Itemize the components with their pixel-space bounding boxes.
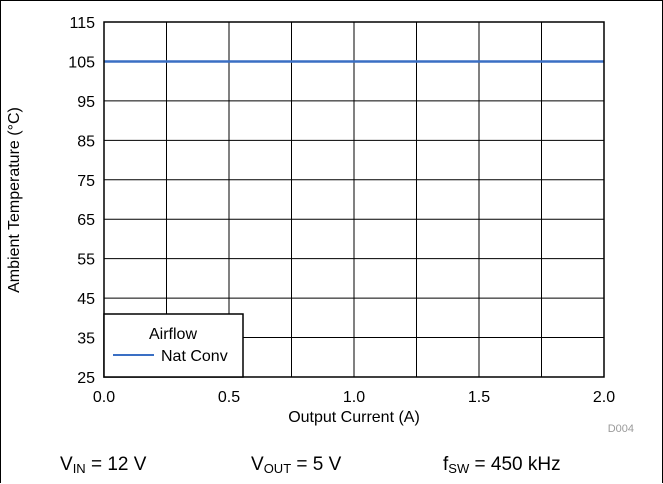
legend-box: [103, 313, 244, 378]
vout-subscript: OUT: [263, 461, 292, 476]
plot-border: [103, 21, 605, 378]
legend-title: Airflow: [149, 326, 197, 343]
x-tick-label: 1.0: [343, 389, 365, 406]
vout-symbol: V: [251, 454, 264, 475]
y-tick-label: 75: [77, 173, 95, 190]
y-tick-label: 45: [77, 291, 95, 308]
y-tick-labels: 25 35 45 55 65 75 85 95 105 115: [68, 15, 95, 387]
y-tick-label: 95: [77, 94, 95, 111]
figure-id: D004: [608, 423, 634, 435]
x-tick-label: 0.0: [93, 389, 115, 406]
y-tick-label: 25: [77, 370, 95, 387]
y-tick-label: 115: [69, 15, 95, 32]
legend-label-nat-conv: Nat Conv: [161, 348, 228, 365]
condition-vin: VIN = 12 V: [60, 454, 146, 476]
vout-value: = 5 V: [291, 454, 342, 475]
y-tick-label: 35: [77, 331, 95, 348]
fsw-subscript: SW: [448, 461, 470, 476]
x-tick-label: 1.5: [468, 389, 490, 406]
y-tick-label: 55: [77, 252, 95, 269]
vin-subscript: IN: [72, 461, 86, 476]
y-tick-label: 65: [77, 212, 95, 229]
fsw-value: = 450 kHz: [469, 454, 561, 475]
condition-fsw: fSW = 450 kHz: [443, 454, 561, 476]
x-axis-title: Output Current (A): [288, 409, 420, 426]
y-tick-label: 105: [68, 54, 95, 71]
condition-vout: VOUT = 5 V: [251, 454, 341, 476]
y-axis-title: Ambient Temperature (°C): [6, 107, 23, 293]
legend: Airflow Nat Conv: [103, 313, 244, 378]
fsw-symbol: f: [443, 454, 449, 475]
vin-symbol: V: [60, 454, 73, 475]
x-tick-label: 0.5: [218, 389, 240, 406]
x-tick-labels: 0.0 0.5 1.0 1.5 2.0: [93, 389, 615, 406]
y-tick-label: 85: [77, 133, 95, 150]
vin-value: = 12 V: [85, 454, 147, 475]
x-tick-label: 2.0: [593, 389, 615, 406]
